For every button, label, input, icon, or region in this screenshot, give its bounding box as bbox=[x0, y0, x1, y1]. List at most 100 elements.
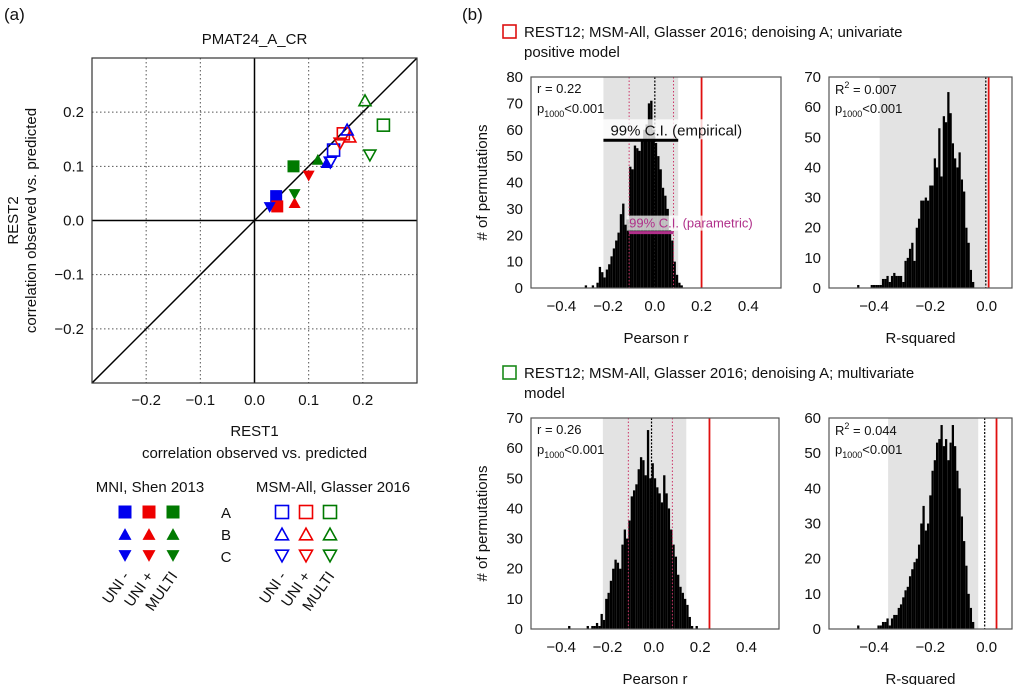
y-tick-label: 10 bbox=[506, 591, 523, 608]
histogram-bar bbox=[601, 272, 604, 288]
y-tick-label: 60 bbox=[506, 122, 523, 139]
legend-marker bbox=[142, 505, 156, 519]
histogram-bar bbox=[645, 124, 648, 288]
histogram-bar bbox=[886, 618, 889, 629]
histogram-bar bbox=[913, 562, 916, 629]
histogram-bar bbox=[643, 129, 646, 288]
histogram-bar bbox=[893, 614, 896, 629]
histogram-bar bbox=[612, 248, 616, 288]
plot-frame bbox=[530, 417, 780, 630]
histogram-bar bbox=[915, 227, 918, 288]
histogram-bar bbox=[591, 285, 595, 288]
scatter-legend: MNI, Shen 2013 MSM-All, Glasser 2016ABCUN… bbox=[96, 479, 410, 614]
y-tick-label: 70 bbox=[804, 69, 821, 86]
data-point bbox=[311, 153, 324, 165]
histogram-bar bbox=[881, 278, 885, 288]
y-tick-label: 0.2 bbox=[63, 104, 84, 121]
histogram-bar bbox=[664, 195, 667, 288]
ci-empirical-label-bg bbox=[598, 119, 721, 140]
histogram-bar bbox=[924, 530, 927, 629]
histogram-bar bbox=[940, 176, 943, 288]
y-tick-label: 20 bbox=[804, 551, 821, 568]
data-point bbox=[263, 202, 276, 213]
y-tick-label: 60 bbox=[506, 440, 523, 457]
histogram-bar bbox=[944, 439, 948, 629]
histogram-bar bbox=[890, 275, 894, 288]
histogram-bar bbox=[942, 446, 945, 629]
legend-marker bbox=[298, 504, 314, 520]
data-point bbox=[332, 137, 348, 151]
x-tick-label: 0.4 bbox=[736, 639, 757, 656]
histogram-bar bbox=[677, 574, 680, 629]
ci-empirical-label: 99% C.I. (empirical) bbox=[610, 122, 742, 139]
histogram-bar bbox=[913, 260, 916, 288]
y-tick-label: 20 bbox=[506, 561, 523, 578]
histogram-bar bbox=[593, 625, 596, 629]
histogram-bar bbox=[954, 158, 957, 288]
histogram-bar bbox=[949, 113, 952, 289]
histogram-bar bbox=[605, 598, 608, 629]
stat-annotation: r = 0.22 bbox=[537, 81, 581, 96]
y-axis-label: REST2 bbox=[5, 196, 22, 244]
p-symbol: p bbox=[537, 101, 544, 116]
legend-marker bbox=[166, 550, 180, 562]
chart-title: PMAT24_A_CR bbox=[202, 31, 308, 48]
x-tick-label: −0.2 bbox=[916, 298, 946, 315]
legend-row-label: B bbox=[221, 527, 231, 544]
histogram-bar bbox=[628, 520, 631, 629]
stat-annotation: R2 = 0.044 bbox=[835, 421, 897, 438]
legend-row-label: A bbox=[221, 505, 231, 522]
legend-marker bbox=[166, 505, 180, 519]
x-tick-label: −0.2 bbox=[131, 392, 161, 409]
histogram-bar bbox=[586, 625, 589, 629]
histogram-bar bbox=[879, 625, 882, 629]
histogram-bar bbox=[884, 278, 887, 288]
histogram-bar bbox=[646, 430, 650, 629]
plot-frame bbox=[530, 76, 782, 289]
stat-value: = 0.007 bbox=[849, 82, 896, 97]
x-tick-label: −0.4 bbox=[859, 639, 889, 656]
histogram-bottom-right: −0.4 −0.2 0.0 0 10 20 30 40 50 60 R-squared R2 = 0.… bbox=[804, 410, 1013, 685]
y-tick-label: 10 bbox=[804, 586, 821, 603]
p-value: <0.001 bbox=[564, 101, 604, 116]
x-tick-label: −0.2 bbox=[593, 298, 623, 315]
histogram-bar bbox=[688, 616, 691, 629]
histogram-bar bbox=[886, 275, 889, 288]
histogram-bar bbox=[660, 502, 664, 629]
histogram-bar bbox=[888, 625, 891, 629]
data-point bbox=[362, 149, 378, 163]
histogram-top-left: −0.4 −0.2 0.0 0.2 0.401020304050607080Pearso… bbox=[474, 24, 903, 347]
y-tick-label: 10 bbox=[506, 254, 523, 271]
x-tick-label: −0.2 bbox=[593, 639, 623, 656]
legend-marker bbox=[142, 550, 156, 562]
x-tick-label: −0.4 bbox=[546, 639, 576, 656]
x-tick-label: −0.4 bbox=[547, 298, 577, 315]
histogram-bar bbox=[617, 232, 620, 288]
histogram-bar bbox=[929, 495, 932, 629]
x-axis-label: REST1 bbox=[230, 423, 278, 440]
p-symbol: p bbox=[835, 442, 842, 457]
histogram-bar bbox=[935, 167, 939, 288]
histogram-bar bbox=[926, 200, 930, 288]
histogram-bar bbox=[920, 523, 923, 629]
x-tick-label: −0.1 bbox=[186, 392, 216, 409]
p-subscript: 1000 bbox=[544, 109, 564, 119]
y-tick-label: 40 bbox=[506, 175, 523, 192]
histogram-bar bbox=[678, 282, 681, 288]
histogram-bar bbox=[671, 240, 674, 288]
histogram-bar bbox=[958, 152, 961, 288]
histogram-bar bbox=[895, 275, 898, 288]
histogram-bar bbox=[915, 558, 918, 629]
legend-marker bbox=[322, 504, 338, 520]
histogram-bar bbox=[680, 285, 683, 288]
legend-marker bbox=[274, 526, 290, 541]
p-value: <0.001 bbox=[564, 442, 604, 457]
identity-line bbox=[91, 57, 418, 384]
histogram-bottom-left: −0.4 −0.2 0.0 0.2 0.4010203040506070Pearson … bbox=[474, 365, 914, 685]
histogram-bar bbox=[607, 592, 610, 629]
histogram-bar bbox=[642, 460, 645, 629]
histogram-bar bbox=[695, 625, 698, 629]
histogram-bar bbox=[595, 622, 599, 629]
histogram-bar bbox=[967, 242, 970, 288]
histogram-bar bbox=[922, 200, 925, 288]
